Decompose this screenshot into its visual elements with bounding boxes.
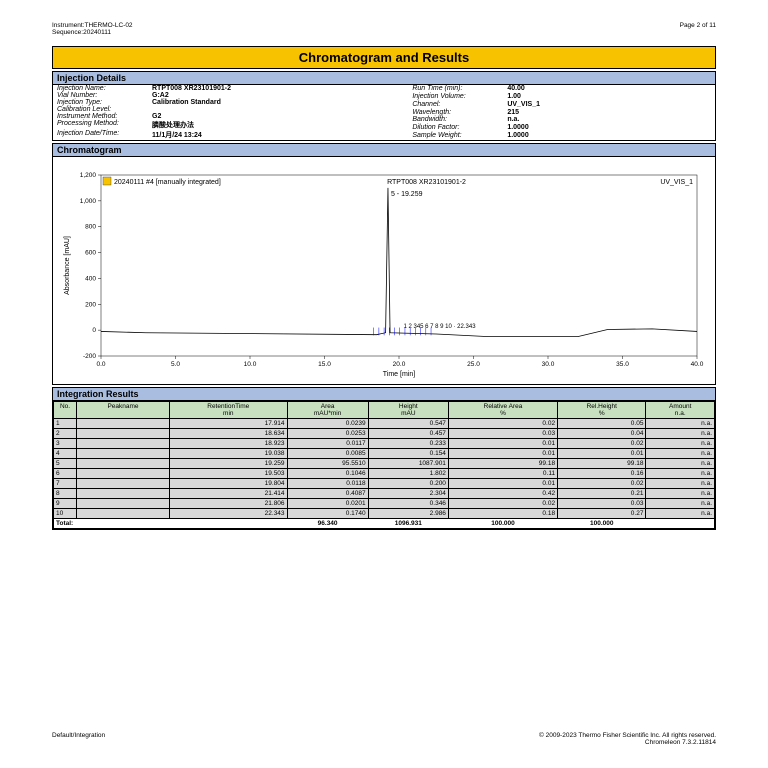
col-header: HeightmAU xyxy=(368,402,448,419)
table-row: 519.25995.55101087.90199.1899.18n.a. xyxy=(54,459,715,469)
detail-label: Sample Weight: xyxy=(412,132,507,140)
footer-copyright: © 2009-2023 Thermo Fisher Scientific Inc… xyxy=(539,732,716,739)
detail-label: Wavelength: xyxy=(412,109,507,117)
detail-label: Vial Number: xyxy=(57,92,152,99)
header-left: Instrument:THERMO-LC-02 Sequence:2024011… xyxy=(52,22,716,36)
integration-heading: Integration Results xyxy=(52,387,716,401)
svg-text:800: 800 xyxy=(85,224,96,231)
table-row: 1022.3430.17402.9860.180.27n.a. xyxy=(54,509,715,519)
injection-details-heading: Injection Details xyxy=(52,71,716,85)
detail-label: Bandwidth: xyxy=(412,116,507,124)
col-header: No. xyxy=(54,402,77,419)
svg-text:5.0: 5.0 xyxy=(171,361,180,368)
col-header: RetentionTimemin xyxy=(170,402,288,419)
svg-text:15.0: 15.0 xyxy=(318,361,331,368)
table-row: 719.8040.01180.2000.010.02n.a. xyxy=(54,479,715,489)
detail-value: G:A2 xyxy=(152,92,412,99)
detail-label: Injection Type: xyxy=(57,99,152,106)
col-header: AreamAU*min xyxy=(287,402,368,419)
detail-label: Injection Date/Time: xyxy=(57,130,152,140)
sequence-value: 20240111 xyxy=(83,29,111,36)
detail-label: Instrument Method: xyxy=(57,113,152,120)
svg-text:25.0: 25.0 xyxy=(467,361,480,368)
svg-text:Time [min]: Time [min] xyxy=(383,371,415,378)
footer-version: Chromeleon 7.3.2.11814 xyxy=(539,739,716,746)
detail-label: Injection Volume: xyxy=(412,93,507,101)
chromatogram-panel: -200 0 200 400 600 800 1,000 1,200 0.0 5.0 10.0 15.… xyxy=(52,157,716,385)
detail-value: Calibration Standard xyxy=(152,99,412,106)
svg-text:1 2 345 6 7 8 9 10 · 22.343: 1 2 345 6 7 8 9 10 · 22.343 xyxy=(403,324,476,330)
table-row: 218.6340.02530.4570.030.04n.a. xyxy=(54,429,715,439)
instrument-label: Instrument: xyxy=(52,22,85,29)
total-row: Total:96.3401096.931100.000100.000 xyxy=(54,519,715,529)
table-row: 419.0380.00850.1540.010.01n.a. xyxy=(54,449,715,459)
integration-table-wrap: No. Peakname RetentionTimeminAreamAU*min… xyxy=(52,401,716,530)
detail-label: Dilution Factor: xyxy=(412,124,507,132)
svg-text:600: 600 xyxy=(85,250,96,257)
svg-text:Absorbance [mAU]: Absorbance [mAU] xyxy=(64,236,71,295)
detail-value: 膦酸处理办法 xyxy=(152,120,412,130)
svg-text:0.0: 0.0 xyxy=(96,361,105,368)
svg-text:10.0: 10.0 xyxy=(244,361,257,368)
detail-value: n.a. xyxy=(507,116,715,124)
col-header: Peakname xyxy=(77,402,170,419)
report-page: Instrument:THERMO-LC-02 Sequence:2024011… xyxy=(0,0,768,768)
detail-label: Injection Name: xyxy=(57,85,152,92)
chromatogram-heading: Chromatogram xyxy=(52,143,716,157)
svg-text:20240111 #4 [manually integrat: 20240111 #4 [manually integrated] xyxy=(114,179,221,186)
detail-value: RTPT008 XR23101901-2 xyxy=(152,85,412,92)
detail-label: Processing Method: xyxy=(57,120,152,130)
detail-value: UV_VIS_1 xyxy=(507,101,715,109)
detail-value: 1.00 xyxy=(507,93,715,101)
col-header: Relative Area% xyxy=(448,402,557,419)
table-row: 117.9140.02390.5470.020.05n.a. xyxy=(54,419,715,429)
detail-value xyxy=(152,106,412,113)
integration-table: No. Peakname RetentionTimeminAreamAU*min… xyxy=(53,401,715,529)
table-row: 921.8060.02010.3460.020.03n.a. xyxy=(54,499,715,509)
svg-text:35.0: 35.0 xyxy=(616,361,629,368)
detail-value: G2 xyxy=(152,113,412,120)
svg-text:1,200: 1,200 xyxy=(80,172,97,179)
svg-text:-200: -200 xyxy=(83,353,96,360)
table-row: 619.5030.10461.8020.110.16n.a. xyxy=(54,469,715,479)
footer: Default/Integration © 2009-2023 Thermo F… xyxy=(52,732,716,746)
svg-text:20.0: 20.0 xyxy=(393,361,406,368)
footer-left: Default/Integration xyxy=(52,732,105,746)
svg-text:RTPT008 XR23101901-2: RTPT008 XR23101901-2 xyxy=(387,179,466,186)
chromatogram-plot: -200 0 200 400 600 800 1,000 1,200 0.0 5.0 10.0 15.… xyxy=(59,163,705,378)
svg-text:30.0: 30.0 xyxy=(542,361,555,368)
col-header: Rel.Height% xyxy=(558,402,646,419)
detail-value: 1.0000 xyxy=(507,124,715,132)
detail-label: Channel: xyxy=(412,101,507,109)
detail-label: Calibration Level: xyxy=(57,106,152,113)
svg-text:1,000: 1,000 xyxy=(80,198,97,205)
table-row: 318.9230.01170.2330.010.02n.a. xyxy=(54,439,715,449)
table-row: 821.4140.40872.3040.420.21n.a. xyxy=(54,489,715,499)
svg-text:UV_VIS_1: UV_VIS_1 xyxy=(660,179,693,186)
svg-text:0: 0 xyxy=(92,327,96,334)
detail-value: 215 xyxy=(507,109,715,117)
injection-details-body: Injection Name:RTPT008 XR23101901-2Vial … xyxy=(52,85,716,141)
main-title: Chromatogram and Results xyxy=(52,46,716,69)
page-number: Page 2 of 11 xyxy=(680,22,716,29)
svg-text:400: 400 xyxy=(85,275,96,282)
detail-value: 40.00 xyxy=(507,85,715,93)
svg-text:40.0: 40.0 xyxy=(691,361,704,368)
svg-text:5 - 19.259: 5 - 19.259 xyxy=(391,191,423,198)
col-header: Amountn.a. xyxy=(646,402,715,419)
instrument-value: THERMO-LC-02 xyxy=(85,22,133,29)
sequence-label: Sequence: xyxy=(52,29,83,36)
detail-value: 1.0000 xyxy=(507,132,715,140)
svg-text:200: 200 xyxy=(85,301,96,308)
detail-label: Run Time (min): xyxy=(412,85,507,93)
detail-value: 11/1月/24 13:24 xyxy=(152,130,412,140)
